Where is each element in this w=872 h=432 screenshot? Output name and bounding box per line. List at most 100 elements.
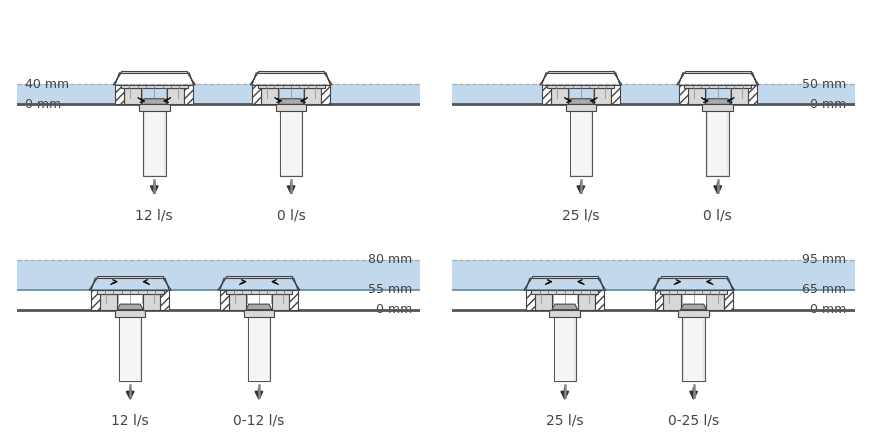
Bar — [569, 105, 592, 176]
Bar — [119, 310, 141, 381]
Text: 0-12 l/s: 0-12 l/s — [234, 413, 284, 427]
Bar — [595, 290, 603, 310]
Text: 12 l/s: 12 l/s — [135, 208, 173, 222]
Polygon shape — [292, 278, 300, 290]
Bar — [708, 105, 727, 175]
Bar — [226, 290, 292, 294]
Bar — [526, 290, 535, 310]
Bar — [261, 89, 278, 105]
Polygon shape — [278, 99, 304, 105]
Polygon shape — [324, 73, 332, 85]
Bar — [661, 276, 726, 278]
Polygon shape — [89, 278, 97, 290]
Polygon shape — [113, 73, 121, 85]
Polygon shape — [187, 73, 195, 85]
Text: 0 mm: 0 mm — [810, 303, 855, 316]
Bar — [304, 89, 321, 105]
Text: 95 mm: 95 mm — [802, 253, 855, 267]
Bar — [185, 85, 194, 105]
Bar — [121, 85, 187, 89]
Text: 12 l/s: 12 l/s — [112, 413, 149, 427]
Bar — [724, 290, 732, 310]
Bar — [252, 85, 261, 105]
Text: 0 mm: 0 mm — [810, 98, 855, 111]
Polygon shape — [163, 278, 171, 290]
Text: 50 mm: 50 mm — [802, 78, 855, 91]
Bar — [17, 84, 420, 105]
Bar — [682, 310, 705, 381]
Polygon shape — [652, 278, 661, 290]
Bar — [280, 105, 303, 176]
Polygon shape — [250, 73, 258, 85]
Text: 0 mm: 0 mm — [376, 303, 420, 316]
Bar — [321, 85, 330, 105]
Bar — [684, 310, 703, 381]
Bar — [243, 310, 274, 317]
Bar — [685, 85, 751, 89]
Bar — [97, 276, 163, 278]
Bar — [655, 290, 664, 310]
Text: 0 l/s: 0 l/s — [704, 208, 732, 222]
Bar — [143, 294, 160, 310]
Bar — [678, 85, 687, 105]
Bar — [577, 294, 595, 310]
Bar — [228, 294, 246, 310]
Polygon shape — [598, 278, 606, 290]
Bar — [91, 290, 100, 310]
Bar — [706, 294, 724, 310]
Bar — [100, 294, 117, 310]
Bar — [167, 89, 185, 105]
Text: 55 mm: 55 mm — [368, 283, 420, 296]
Polygon shape — [568, 99, 594, 105]
Bar — [748, 85, 757, 105]
Bar — [554, 310, 576, 381]
Polygon shape — [681, 304, 706, 310]
Bar — [535, 294, 552, 310]
Polygon shape — [751, 73, 759, 85]
Bar — [120, 310, 140, 381]
Bar — [555, 310, 575, 381]
Polygon shape — [677, 73, 685, 85]
Bar — [611, 85, 620, 105]
Polygon shape — [552, 304, 577, 310]
Bar — [566, 105, 596, 111]
Bar — [531, 290, 598, 294]
Polygon shape — [524, 278, 532, 290]
Text: 0 l/s: 0 l/s — [276, 208, 305, 222]
Bar — [276, 105, 306, 111]
Text: 80 mm: 80 mm — [368, 253, 420, 267]
Bar — [282, 105, 301, 175]
Bar — [549, 310, 580, 317]
Bar — [703, 105, 733, 111]
Bar — [258, 71, 324, 73]
Bar — [452, 84, 855, 105]
Bar — [115, 85, 124, 105]
Bar — [97, 290, 164, 294]
Polygon shape — [726, 278, 734, 290]
Bar — [678, 310, 709, 317]
Polygon shape — [117, 304, 143, 310]
Bar — [160, 290, 169, 310]
Bar — [272, 294, 290, 310]
Polygon shape — [141, 99, 167, 105]
Text: 25 l/s: 25 l/s — [562, 208, 600, 222]
Bar — [532, 276, 598, 278]
Bar — [258, 85, 324, 89]
Bar — [542, 85, 551, 105]
Bar — [548, 71, 614, 73]
Bar — [124, 89, 141, 105]
Bar — [706, 105, 729, 176]
Bar — [115, 310, 146, 317]
Bar — [248, 310, 270, 381]
Bar — [139, 105, 169, 111]
Bar — [452, 260, 855, 290]
Bar — [17, 260, 420, 290]
Bar — [731, 89, 748, 105]
Polygon shape — [218, 278, 226, 290]
Bar — [571, 105, 590, 175]
Bar — [290, 290, 298, 310]
Text: 25 l/s: 25 l/s — [546, 413, 583, 427]
Bar — [548, 85, 614, 89]
Bar — [687, 89, 705, 105]
Polygon shape — [614, 73, 622, 85]
